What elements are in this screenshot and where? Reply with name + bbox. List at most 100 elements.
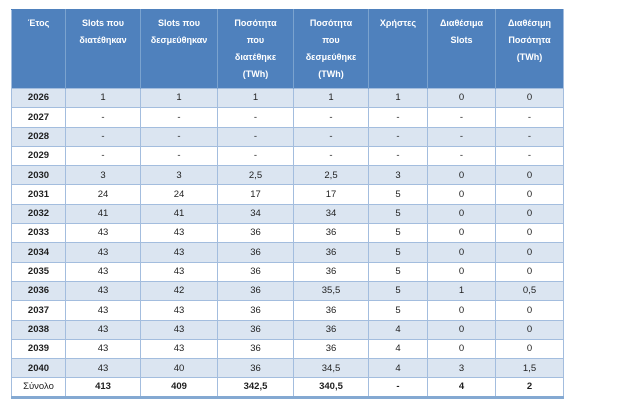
value-cell: 4	[427, 377, 496, 398]
value-cell: 36	[293, 338, 369, 360]
table-row: 2027- - - - - - -	[11, 107, 564, 128]
value-cell: 5	[368, 300, 428, 321]
value-cell: 1	[65, 87, 141, 109]
value-cell: 36	[293, 300, 369, 321]
value-cell: 5	[368, 223, 428, 244]
year-cell: 2036	[11, 280, 66, 302]
value-cell: 0	[495, 242, 564, 263]
value-cell: 0	[427, 87, 496, 109]
value-cell: -	[65, 145, 141, 167]
year-cell: 2026	[11, 87, 66, 109]
value-cell: 42	[140, 280, 218, 302]
value-cell: 4	[368, 358, 428, 379]
table-row: 2031 24 24 17 17 5 0 0	[11, 184, 564, 205]
value-cell: 24	[65, 184, 141, 205]
value-cell: 5	[368, 242, 428, 263]
value-cell: 1	[140, 87, 218, 109]
value-cell: -	[293, 107, 369, 128]
document-table-container: Έτος Slots που διατέθηκαν Slots που δεσμεύ…	[11, 9, 564, 399]
column-header: Slots που δεσμεύθηκαν	[140, 9, 218, 89]
value-cell: 36	[217, 261, 294, 282]
year-cell: 2037	[11, 300, 66, 321]
table-row: 2033 43 43 36 36 5 0 0	[11, 223, 564, 244]
value-cell: -	[217, 145, 294, 167]
value-cell: 0	[427, 319, 496, 340]
column-header: Χρήστες	[368, 9, 428, 89]
value-cell: 43	[140, 223, 218, 244]
value-cell: 36	[217, 280, 294, 302]
year-cell: 2035	[11, 261, 66, 282]
value-cell: -	[495, 145, 564, 167]
table-body: 2026 1 1 1 1 1 0 0 2027- - - - - - -2028- - - - - - -2029- - -…	[11, 87, 564, 398]
value-cell: 43	[140, 338, 218, 360]
value-cell: -	[65, 107, 141, 128]
value-cell: 0	[427, 165, 496, 186]
table-row: 2030 3 3 2,5 2,5 3 0 0	[11, 165, 564, 186]
year-cell: 2038	[11, 319, 66, 340]
year-cell: 2030	[11, 165, 66, 186]
year-cell: 2031	[11, 184, 66, 205]
value-cell: -	[427, 145, 496, 167]
value-cell: 1	[217, 87, 294, 109]
value-cell: 43	[65, 358, 141, 379]
column-header: Διαθέσιμη Ποσότητα (TWh)	[495, 9, 564, 89]
table-row: 2029- - - - - - -	[11, 145, 564, 167]
table-row: 2038 43 43 36 36 4 0 0	[11, 319, 564, 340]
value-cell: 3	[140, 165, 218, 186]
value-cell: 1	[427, 280, 496, 302]
value-cell: 0	[495, 223, 564, 244]
value-cell: 43	[65, 223, 141, 244]
value-cell: 1,5	[495, 358, 564, 379]
value-cell: 24	[140, 184, 218, 205]
value-cell: 43	[140, 242, 218, 263]
table-row: 2037 43 43 36 36 5 0 0	[11, 300, 564, 321]
value-cell: -	[140, 145, 218, 167]
value-cell: -	[293, 126, 369, 147]
column-header: Έτος	[11, 9, 66, 89]
header-row: Έτος Slots που διατέθηκαν Slots που δεσμεύ…	[11, 9, 564, 89]
table-row: 2026 1 1 1 1 1 0 0	[11, 87, 564, 109]
value-cell: 35,5	[293, 280, 369, 302]
value-cell: 43	[65, 300, 141, 321]
value-cell: -	[368, 107, 428, 128]
value-cell: 0	[495, 87, 564, 109]
total-row: Σύνολο 413 409 342,5 340,5-4 2	[11, 377, 564, 398]
year-cell: 2034	[11, 242, 66, 263]
table-row: 2035 43 43 36 36 5 0 0	[11, 261, 564, 282]
value-cell: 17	[217, 184, 294, 205]
value-cell: 36	[217, 338, 294, 360]
value-cell: 342,5	[217, 377, 294, 398]
value-cell: 36	[217, 242, 294, 263]
value-cell: 34,5	[293, 358, 369, 379]
value-cell: 43	[140, 300, 218, 321]
value-cell: 34	[217, 203, 294, 225]
value-cell: 3	[427, 358, 496, 379]
value-cell: 5	[368, 261, 428, 282]
value-cell: 2,5	[217, 165, 294, 186]
value-cell: 5	[368, 280, 428, 302]
value-cell: 1	[368, 87, 428, 109]
value-cell: 43	[65, 280, 141, 302]
value-cell: 36	[217, 319, 294, 340]
value-cell: 0,5	[495, 280, 564, 302]
year-cell: 2040	[11, 358, 66, 379]
value-cell: 5	[368, 184, 428, 205]
table-row: 2040 43 40 36 34,5 4 3 1,5	[11, 358, 564, 379]
value-cell: 43	[140, 261, 218, 282]
value-cell: 36	[217, 223, 294, 244]
column-header: Slots που διατέθηκαν	[65, 9, 141, 89]
value-cell: -	[427, 107, 496, 128]
year-cell: 2027	[11, 107, 66, 128]
column-header: Διαθέσιμα Slots	[427, 9, 496, 89]
value-cell: 1	[293, 87, 369, 109]
value-cell: 0	[427, 184, 496, 205]
slots-allocation-table: Έτος Slots που διατέθηκαν Slots που δεσμεύ…	[11, 9, 564, 399]
value-cell: 43	[140, 319, 218, 340]
value-cell: 0	[495, 184, 564, 205]
value-cell: -	[495, 126, 564, 147]
value-cell: 3	[368, 165, 428, 186]
value-cell: -	[65, 126, 141, 147]
value-cell: 4	[368, 338, 428, 360]
value-cell: 0	[427, 223, 496, 244]
value-cell: 0	[495, 338, 564, 360]
